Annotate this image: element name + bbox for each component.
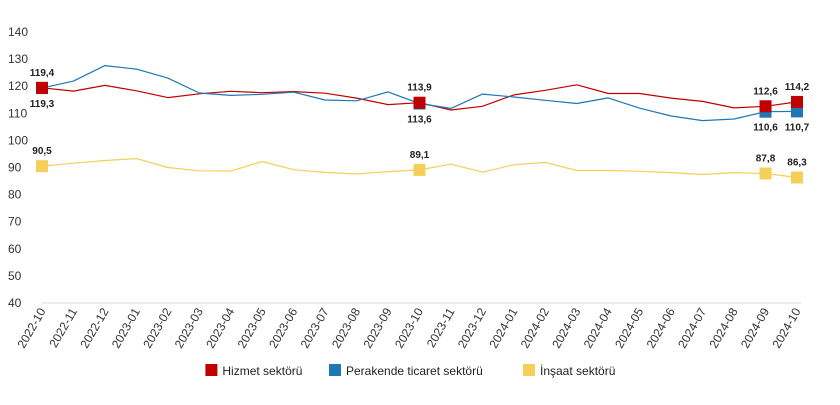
x-tick-label: 2024-02: [518, 305, 552, 350]
data-label: 89,1: [410, 150, 430, 161]
y-tick-label: 100: [8, 133, 28, 147]
series-markers: [36, 81, 803, 184]
data-point-marker: [791, 105, 803, 118]
x-tick-label: 2024-03: [549, 305, 583, 350]
x-tick-label: 2022-10: [14, 305, 48, 350]
x-tick-label: 2024-05: [612, 305, 646, 350]
x-tick-label: 2024-07: [675, 305, 709, 350]
data-point-marker: [413, 96, 426, 109]
x-tick-label: 2023-02: [140, 305, 174, 350]
legend-swatch: [329, 364, 341, 376]
data-label: 114,2: [785, 82, 810, 93]
data-label: 90,5: [32, 146, 52, 157]
x-tick-label: 2023-07: [298, 305, 332, 350]
x-tick-label: 2024-01: [486, 305, 520, 350]
x-tick-label: 2022-11: [46, 305, 80, 350]
x-tick-label: 2023-12: [455, 305, 489, 350]
data-label: 112,6: [753, 86, 778, 97]
x-tick-label: 2023-04: [203, 305, 237, 350]
legend-label: Hizmet sektörü: [222, 364, 302, 378]
x-tick-label: 2024-10: [769, 305, 803, 350]
data-label: 86,3: [787, 158, 807, 169]
y-tick-label: 70: [8, 215, 22, 229]
x-tick-label: 2023-03: [172, 305, 206, 350]
legend: Hizmet sektörü Perakende ticaret sektörü İ…: [205, 364, 615, 378]
data-label: 110,6: [753, 123, 778, 134]
x-tick-label: 2023-05: [235, 305, 269, 350]
y-tick-label: 90: [8, 161, 22, 175]
x-tick-label: 2023-11: [424, 305, 458, 350]
data-label: 119,3: [30, 99, 55, 110]
y-tick-label: 60: [8, 242, 22, 256]
y-tick-label: 40: [8, 296, 22, 310]
y-tick-label: 120: [8, 79, 28, 93]
data-label: 110,7: [785, 122, 810, 133]
data-point-marker: [413, 163, 426, 176]
x-tick-label: 2024-06: [644, 305, 678, 350]
legend-label: İnşaat sektörü: [540, 364, 615, 378]
data-label: 87,8: [756, 153, 776, 164]
legend-swatch: [205, 364, 218, 376]
x-tick-label: 2023-06: [266, 305, 300, 350]
x-tick-label: 2023-01: [109, 305, 143, 350]
x-tick-label: 2023-08: [329, 305, 363, 350]
legend-swatch: [523, 364, 535, 376]
x-axis: 2022-102022-112022-122023-012023-022023-…: [14, 305, 803, 350]
y-tick-label: 110: [8, 106, 27, 120]
y-tick-label: 130: [8, 52, 28, 66]
x-tick-label: 2024-08: [707, 305, 741, 350]
x-tick-label: 2023-09: [360, 305, 394, 350]
y-axis: 40 50 60 70 80 90 100 110 120 130 140: [8, 25, 28, 310]
data-point-marker: [759, 167, 772, 180]
x-tick-label: 2023-10: [392, 305, 426, 350]
y-tick-label: 140: [8, 25, 28, 39]
data-label: 119,4: [30, 68, 55, 79]
x-tick-label: 2024-04: [581, 305, 615, 350]
x-tick-label: 2022-12: [77, 305, 111, 350]
data-point-marker: [791, 95, 803, 108]
data-point-marker: [36, 160, 48, 173]
data-point-marker: [759, 100, 772, 113]
data-label: 113,9: [407, 83, 432, 94]
x-tick-label: 2024-09: [738, 305, 772, 350]
data-point-marker: [36, 81, 48, 94]
data-label: 113,6: [407, 115, 432, 126]
y-tick-label: 80: [8, 188, 22, 202]
legend-label: Perakende ticaret sektörü: [346, 364, 483, 378]
data-labels: 119,4 119,3 90,5 113,9 113,6 89,1 112,6 110,6 87…: [30, 68, 810, 169]
data-point-marker: [791, 171, 803, 184]
y-tick-label: 50: [8, 269, 22, 283]
